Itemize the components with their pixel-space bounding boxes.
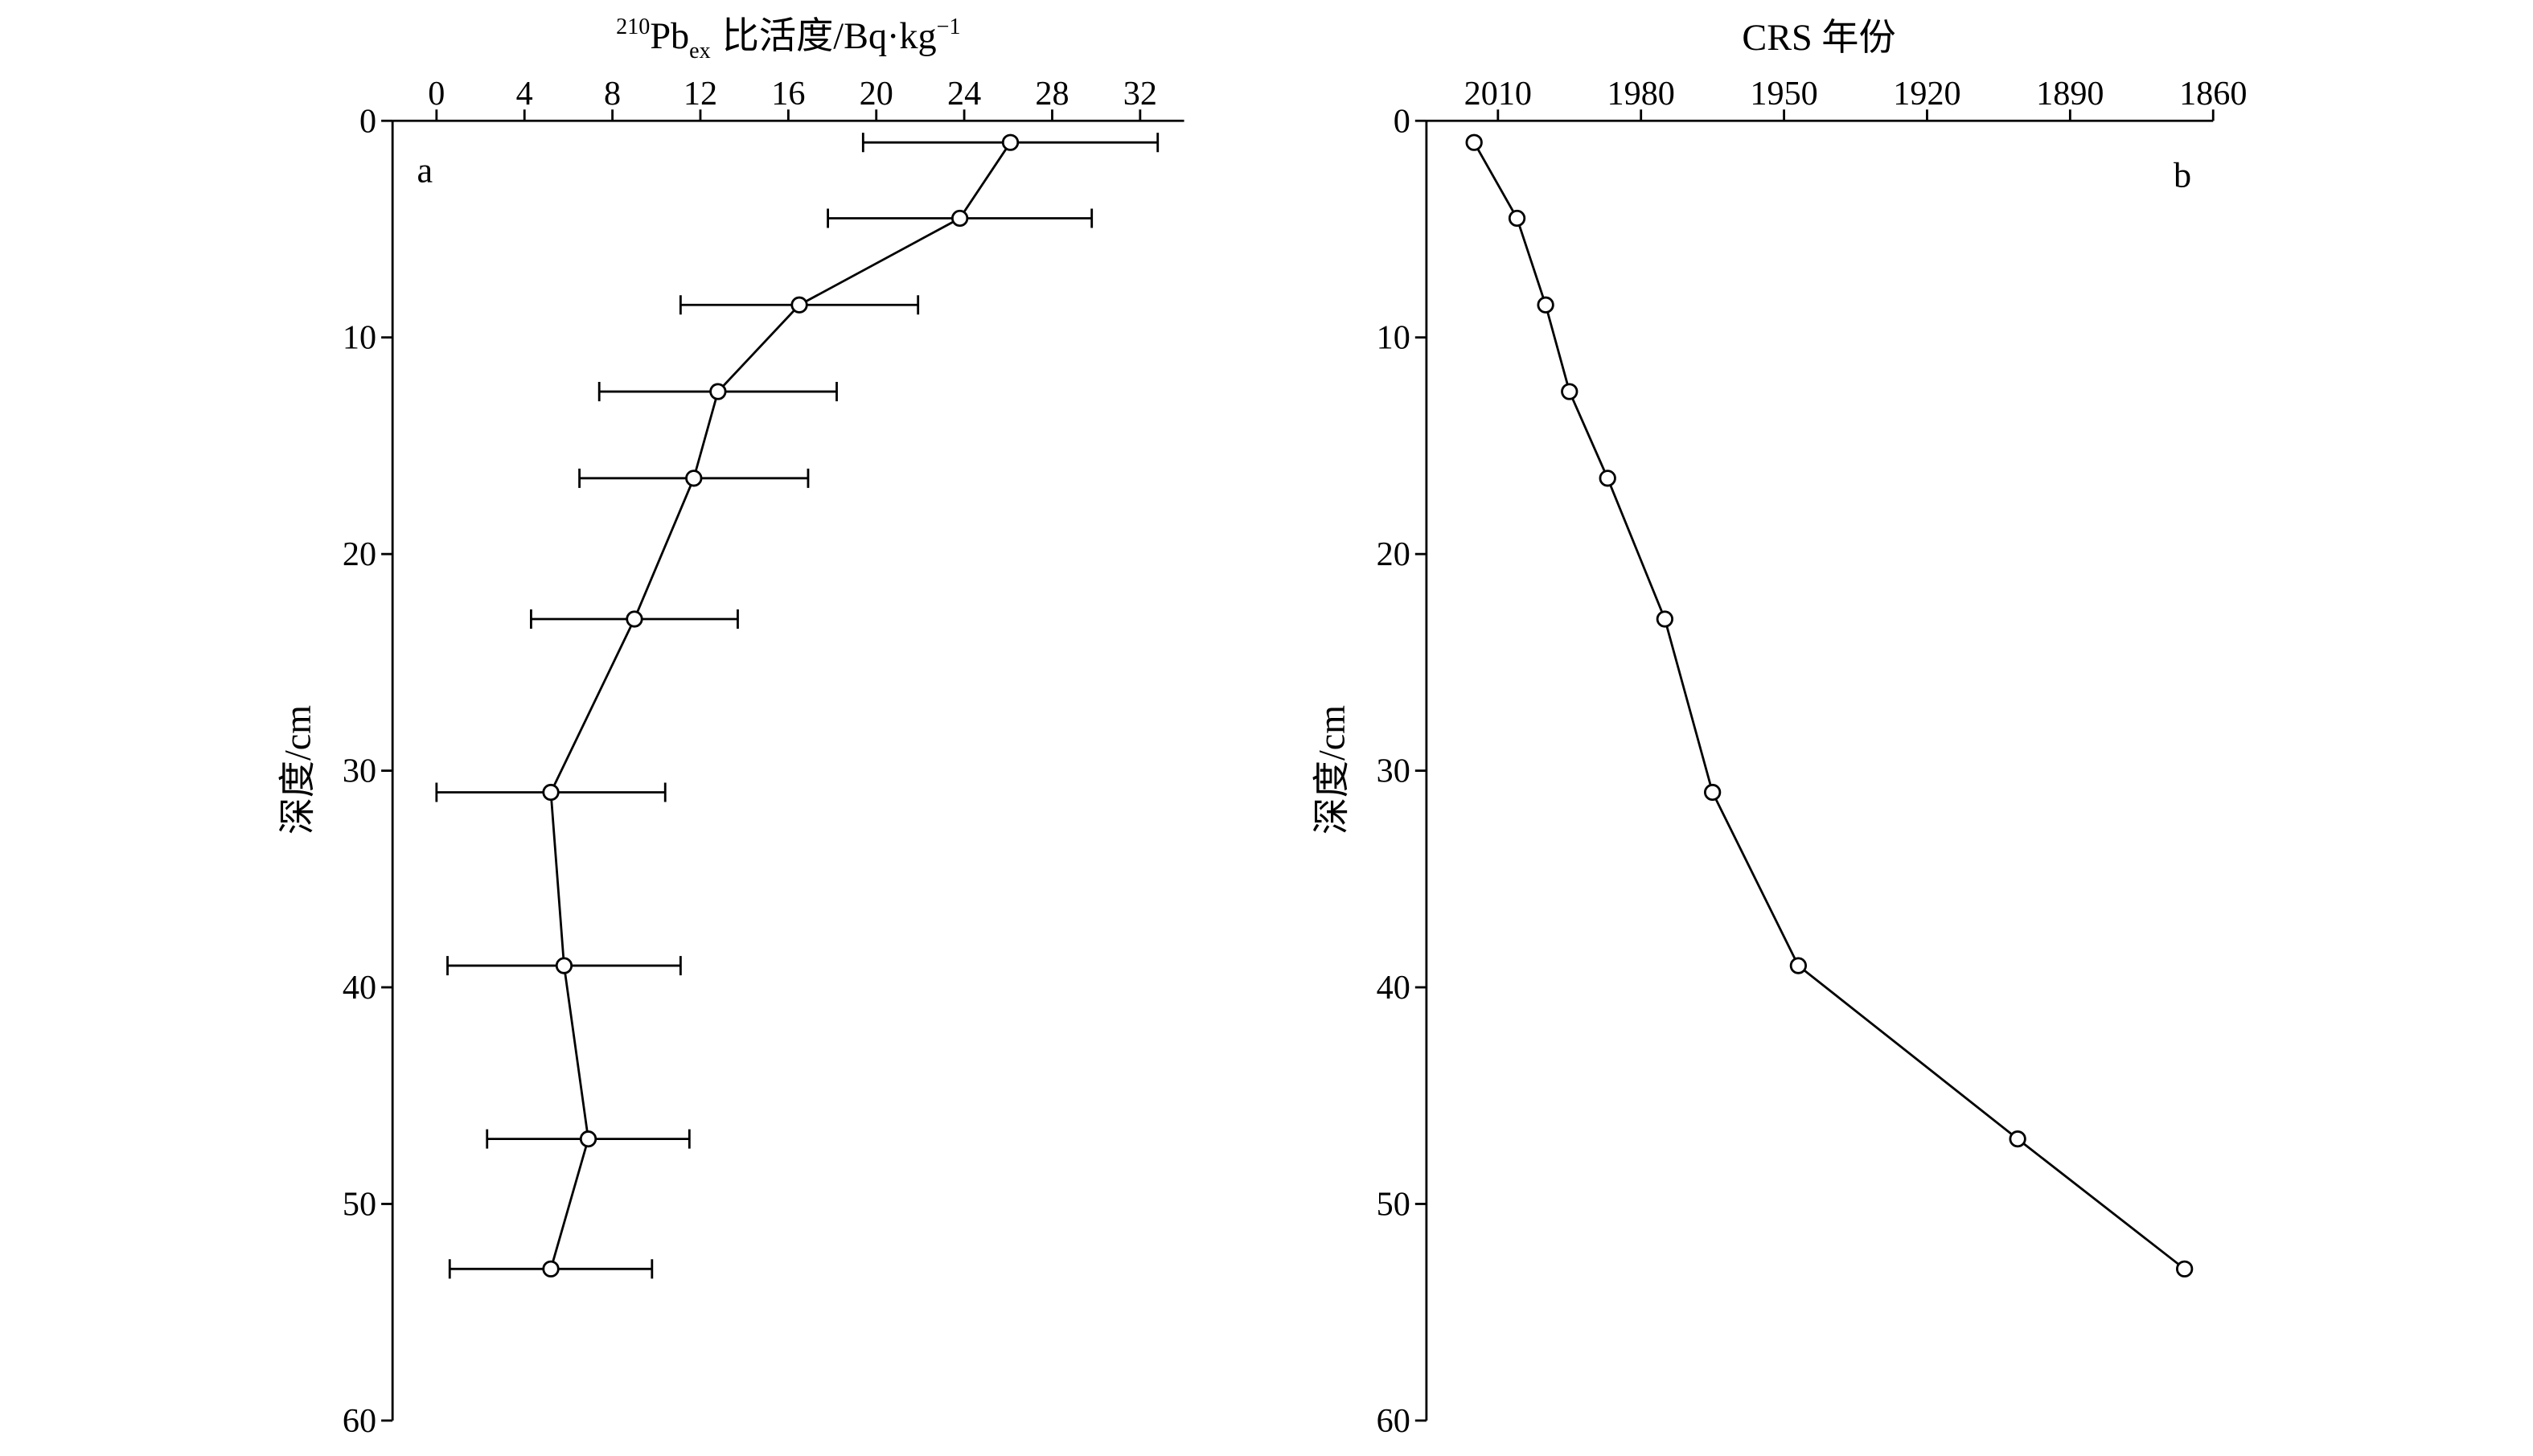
xlabel-element: Pb [650, 15, 689, 56]
panel-b-x-axis-title: CRS 年份 [1742, 17, 1895, 58]
data-point [1703, 783, 1722, 802]
x-tick-label: 1860 [2179, 75, 2247, 113]
y-tick-label: 50 [1377, 1186, 1410, 1224]
panel-b-y-axis-title: 深度/cm [1311, 705, 1352, 835]
x-tick-label: 12 [684, 75, 717, 113]
panel-b-plot-area: 2010 1980 1950 1920 1890 1860 0 10 20 30 40 50 60 [1377, 75, 2248, 1440]
series-line [549, 141, 1012, 1269]
x-tick-label: 2010 [1464, 75, 1532, 113]
x-tick-label: 20 [860, 75, 893, 113]
data-point [1599, 470, 1616, 487]
panel-a-x-axis-title: 210Pbex 比活度/Bq·kg−1 [616, 14, 960, 64]
data-point [1508, 209, 1526, 228]
x-tick-label: 24 [947, 75, 981, 113]
xlabel-quantity-unit: 比活度/Bq·kg [722, 15, 937, 56]
x-tick-label: 32 [1123, 75, 1157, 113]
y-tick-label: 0 [359, 102, 376, 140]
xlabel-mass-number-superscript: 210 [616, 14, 650, 39]
x-tick-label: 16 [771, 75, 805, 113]
data-point [2176, 1260, 2194, 1278]
data-point [1537, 296, 1554, 314]
series-line [1472, 141, 2186, 1270]
y-tick-label: 40 [343, 969, 376, 1007]
data-point [555, 957, 573, 974]
data-point [685, 470, 703, 487]
y-tick-label: 40 [1377, 969, 1410, 1007]
panel-b-label: b [2174, 155, 2191, 195]
data-point [542, 783, 560, 802]
data-point [790, 296, 808, 314]
xlabel-unit-exponent: −1 [937, 14, 961, 39]
data-point [626, 610, 643, 628]
y-tick-label: 0 [1394, 102, 1410, 140]
data-point [1465, 133, 1483, 151]
panel-a: 210Pbex 比活度/Bq·kg−1 深度/cm a 0 4 8 12 16 20 24 28… [277, 14, 1184, 1440]
y-tick-label: 30 [343, 753, 376, 790]
panel-a-plot-area: 0 4 8 12 16 20 24 28 32 0 10 20 30 40 50 60 [343, 75, 1184, 1440]
panel-a-label: a [417, 150, 433, 190]
xlabel-subscript: ex [689, 39, 711, 64]
x-tick-label: 28 [1035, 75, 1069, 113]
y-tick-label: 50 [343, 1186, 376, 1224]
data-point [1789, 957, 1808, 974]
data-point [579, 1130, 597, 1148]
y-tick-label: 30 [1377, 753, 1410, 790]
x-tick-label: 0 [428, 75, 445, 113]
x-tick-label: 1950 [1750, 75, 1817, 113]
y-tick-label: 60 [343, 1402, 376, 1440]
data-point [1001, 133, 1020, 151]
y-tick-label: 10 [1377, 319, 1410, 357]
x-tick-label: 4 [516, 75, 533, 113]
data-point [950, 209, 969, 228]
data-point [1656, 610, 1674, 628]
data-point [709, 383, 727, 400]
y-tick-label: 20 [1377, 535, 1410, 573]
data-point [2009, 1130, 2026, 1148]
data-point [1561, 383, 1579, 400]
x-tick-label: 1920 [1893, 75, 1960, 113]
panel-b: CRS 年份 深度/cm b 2010 1980 1950 1920 1890 18600… [1311, 17, 2247, 1440]
x-tick-label: 1890 [2036, 75, 2104, 113]
y-tick-label: 20 [343, 535, 376, 573]
data-point [542, 1260, 560, 1278]
y-tick-label: 60 [1377, 1402, 1410, 1440]
y-tick-label: 10 [343, 319, 376, 357]
panel-a-y-axis-title: 深度/cm [277, 705, 318, 835]
x-tick-label: 1980 [1607, 75, 1675, 113]
x-tick-label: 8 [604, 75, 621, 113]
